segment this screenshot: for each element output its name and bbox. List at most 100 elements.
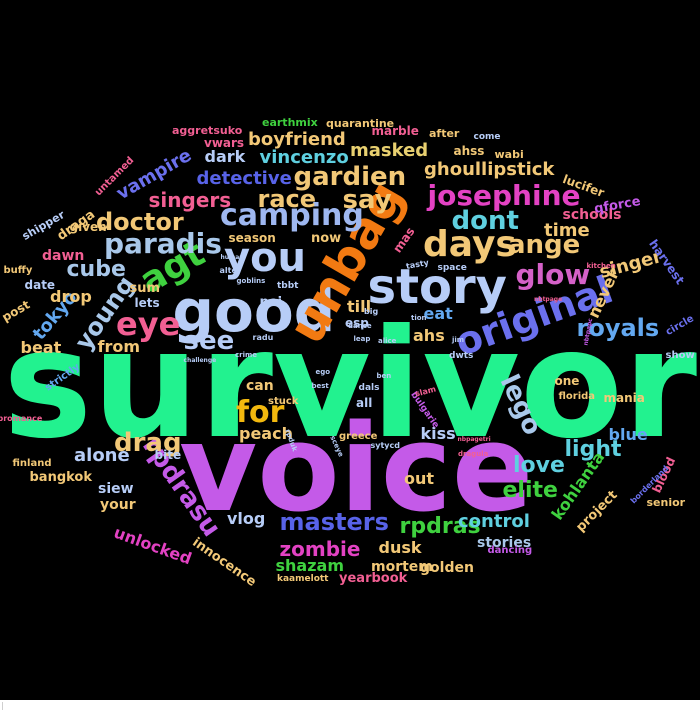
word-wabi: wabi xyxy=(494,147,524,161)
word-can: can xyxy=(246,378,274,394)
corner-mark xyxy=(2,702,3,710)
word-marble: marble xyxy=(371,124,419,138)
word-noi: noi xyxy=(259,294,283,310)
word-senior: senior xyxy=(646,495,686,509)
word-kiss: kiss xyxy=(420,424,456,443)
word-see: see xyxy=(183,326,235,356)
word-drop: drop xyxy=(50,287,92,306)
word-peach: peach xyxy=(239,424,293,443)
word-stories: stories xyxy=(477,535,532,551)
word-royals: royals xyxy=(576,314,660,342)
word-tion: tion xyxy=(411,313,427,322)
word-ghoullipstick: ghoullipstick xyxy=(424,159,555,180)
word-camping: camping xyxy=(220,198,364,233)
word-masked: masked xyxy=(350,140,429,161)
word-leap: leap xyxy=(353,334,371,343)
word-jim: jim xyxy=(452,335,465,344)
word-josephine: josephine xyxy=(427,179,581,212)
word-dawn: dawn xyxy=(42,248,85,264)
word-race: race xyxy=(257,185,317,213)
word-show: show xyxy=(665,350,695,361)
word-nbpagetri: nbpagetri xyxy=(457,436,491,443)
word-light: light xyxy=(564,437,622,462)
word-beat: beat xyxy=(20,338,62,357)
word-all: all xyxy=(356,396,373,410)
word-ben: ben xyxy=(376,371,392,380)
word-kitchen: kitchen xyxy=(586,261,616,270)
word-shazam: shazam xyxy=(275,556,345,575)
word-buffy: buffy xyxy=(3,265,33,276)
word-time: time xyxy=(544,220,590,241)
word-for: for xyxy=(236,395,285,430)
word-dusk: dusk xyxy=(378,538,422,557)
word-alice: alice xyxy=(378,336,397,345)
word-eat: eat xyxy=(423,304,453,323)
word-out: out xyxy=(404,469,435,488)
word-till: till xyxy=(347,297,372,316)
word-one: one xyxy=(554,374,580,388)
word-bromance: bromance xyxy=(0,414,43,423)
bottom-strip xyxy=(0,700,700,713)
word-voice: voice xyxy=(179,400,534,539)
word-vincenzo: vincenzo xyxy=(259,147,349,168)
word-zombie: zombie xyxy=(279,537,361,561)
word-dals: dals xyxy=(358,382,380,393)
word-nbtpage: nbtpage xyxy=(534,296,563,303)
word-after: after xyxy=(429,126,460,140)
word-ahs: ahs xyxy=(413,326,445,345)
word-dwts: dwts xyxy=(449,350,474,361)
word-best: best xyxy=(311,381,329,390)
word-eye: eye xyxy=(116,305,181,343)
word-rpdras: rpdras xyxy=(399,514,481,539)
word-challenge: challenge xyxy=(183,357,217,364)
word-ange: ange xyxy=(508,230,581,260)
word-golden: golden xyxy=(420,560,474,576)
word-boyfriend: boyfriend xyxy=(248,129,346,150)
word-lets: lets xyxy=(134,296,160,310)
word-kaamelott: kaamelott xyxy=(277,573,329,584)
word-yearbook: yearbook xyxy=(339,570,408,586)
word-elite: elite xyxy=(502,478,558,503)
word-good: good xyxy=(172,277,336,345)
word-siew: siew xyxy=(98,481,134,497)
word-you: you xyxy=(224,235,307,281)
word-aggretsuko: aggretsuko xyxy=(172,123,243,137)
word-alone: alone xyxy=(74,445,130,466)
word-goblins: goblins xyxy=(236,276,266,285)
word-dark: dark xyxy=(204,147,246,166)
word-human: human xyxy=(220,254,244,261)
word-mortem: mortem xyxy=(371,559,433,575)
word-vlog: vlog xyxy=(227,509,266,528)
word-date: date xyxy=(24,278,56,292)
word-singers: singers xyxy=(148,188,232,212)
word-sytycd: sytycd xyxy=(370,441,400,450)
word-paradis: paradis xyxy=(104,227,222,260)
word-glow: glow xyxy=(515,258,591,291)
word-space: space xyxy=(437,262,467,273)
word-finland: finland xyxy=(12,458,52,469)
word-mania: mania xyxy=(603,391,645,405)
word-ego: ego xyxy=(315,367,331,376)
word-dragula: dragula xyxy=(458,449,489,458)
word-control: control xyxy=(458,511,530,532)
word-tbbt: tbbt xyxy=(277,280,299,291)
word-story: story xyxy=(367,259,507,315)
word-your: your xyxy=(100,497,136,513)
word-blue: blue xyxy=(608,425,648,444)
word-come: come xyxy=(473,131,501,142)
word-sum: sum xyxy=(129,280,161,296)
word-cube: cube xyxy=(66,257,126,282)
word-dont: dont xyxy=(451,206,519,236)
word-esp: esp xyxy=(345,316,369,330)
word-drag: drag xyxy=(114,428,182,458)
word-innocence: innocence xyxy=(189,534,259,590)
word-gardien: gardien xyxy=(293,162,407,192)
word-vwars: vwars xyxy=(204,136,245,150)
word-season: season xyxy=(228,231,276,245)
word-love: love xyxy=(513,453,565,478)
word-doctor: doctor xyxy=(96,208,184,236)
word-alter: alter xyxy=(219,266,241,275)
word-earthmix: earthmix xyxy=(262,115,318,129)
word-big: big xyxy=(364,307,379,316)
